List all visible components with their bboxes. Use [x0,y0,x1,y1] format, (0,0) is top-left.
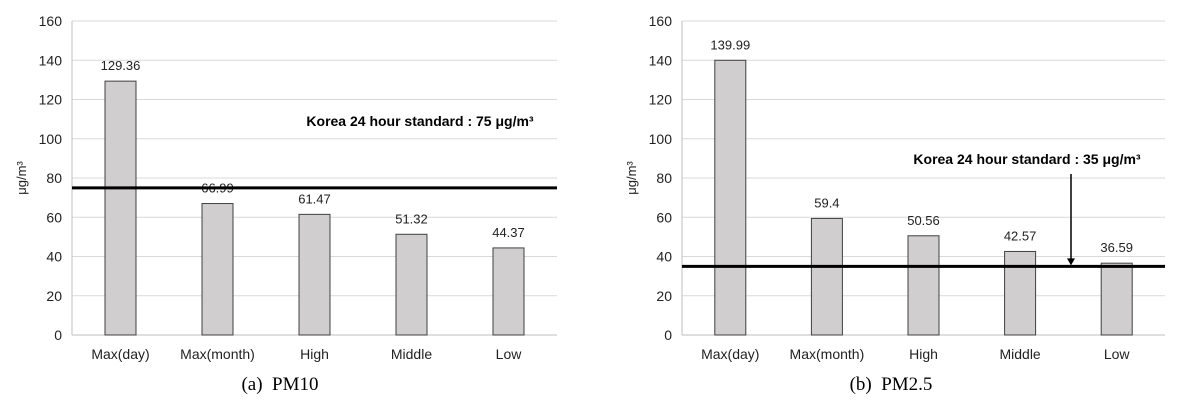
standard-label: Korea 24 hour standard : 75 μg/m³ [306,113,534,129]
bar-max-month [201,203,234,336]
chart-panel-pm25: 0 20 40 60 80 100 120 140 160 μg/m³ Max(day) 139.99… [624,13,1165,395]
y-tick-label: 20 [46,288,62,304]
data-label: 139.99 [710,37,750,52]
x-tick-label: Max(month) [180,346,255,362]
bar-middle [1004,250,1037,336]
arrow-head-icon [1067,258,1075,266]
y-axis-label: μg/m³ [624,161,639,195]
y-tick-label: 160 [39,13,63,29]
data-label: 129.36 [101,58,141,73]
data-label: 42.57 [1004,228,1037,243]
data-label: 61.47 [298,191,331,206]
y-tick-label: 140 [649,52,673,68]
data-label: 44.37 [492,225,525,240]
x-tick-label: Middle [391,346,432,362]
x-tick-label: High [909,346,938,362]
y-tick-label: 60 [46,209,62,225]
bar-low [1100,262,1133,336]
y-tick-label: 140 [39,52,63,68]
chart-panel-pm10: 0 20 40 60 80 100 120 140 160 μg/m³ Max(day) 129.36… [14,13,557,395]
bar-high [298,213,331,336]
y-tick-label: 0 [664,327,672,343]
panel-caption: (b) PM2.5 [850,374,933,395]
y-tick-label: 100 [39,131,63,147]
bar-high [907,235,940,336]
y-tick-label: 100 [649,131,673,147]
data-label: 36.59 [1100,240,1133,255]
y-tick-label: 80 [46,170,62,186]
y-tick-label: 60 [656,209,672,225]
bar-max-day [104,80,137,336]
data-label: 50.56 [907,213,940,228]
bar-max-month [810,217,843,336]
data-label: 59.4 [814,195,839,210]
y-tick-label: 120 [649,92,673,108]
x-tick-label: Low [1104,346,1131,362]
y-tick-label: 40 [656,249,672,265]
panel-caption: (a) PM10 [241,374,318,395]
bar-middle [395,233,428,336]
x-tick-label: Max(month) [790,346,865,362]
x-tick-label: Max(day) [91,346,149,362]
y-tick-label: 80 [656,170,672,186]
y-tick-label: 0 [54,327,62,343]
y-axis-label: μg/m³ [14,161,29,195]
standard-label: Korea 24 hour standard : 35 μg/m³ [913,151,1141,167]
x-tick-label: Max(day) [701,346,759,362]
x-tick-label: Middle [999,346,1040,362]
x-tick-label: Low [496,346,523,362]
y-tick-label: 20 [656,288,672,304]
data-label: 51.32 [395,211,428,226]
bar-low [492,247,525,336]
x-tick-label: High [300,346,329,362]
y-tick-label: 40 [46,249,62,265]
y-tick-label: 160 [649,13,673,29]
bar-max-day [714,59,747,336]
y-tick-label: 120 [39,92,63,108]
